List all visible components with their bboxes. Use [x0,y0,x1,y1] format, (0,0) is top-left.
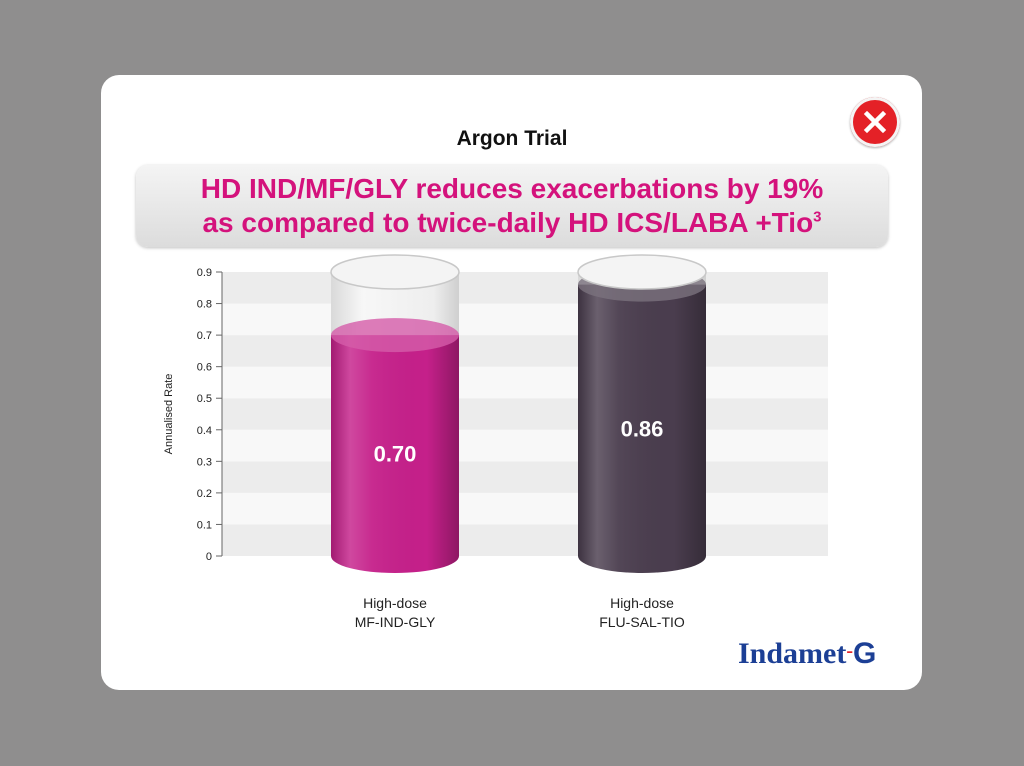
logo-suffix: G [853,637,877,670]
bar [330,254,460,573]
bar-value-label: 0.86 [621,416,664,441]
y-axis-title: Annualised Rate [163,374,175,455]
x-category-label: High-dose [363,595,427,611]
y-tick-label: 0.1 [197,519,212,531]
trial-title: Argon Trial [456,127,568,150]
y-tick-label: 0.4 [197,425,212,437]
grid-band [222,492,828,525]
grid-band [222,366,828,399]
y-tick-label: 0.2 [197,488,212,500]
y-tick-label: 0.3 [197,456,212,468]
x-category-label: MF-IND-GLY [355,614,436,630]
grid-band [222,461,828,493]
x-category-label: FLU-SAL-TIO [599,614,685,630]
grid-band [222,272,828,304]
close-icon [863,110,887,134]
headline-reference: 3 [813,208,822,226]
close-button[interactable] [850,97,900,147]
grid-band [222,429,828,462]
y-tick-label: 0.6 [197,362,212,374]
bar-shading [578,284,706,573]
brand-logo: Indamet-G [738,637,876,671]
bar [577,254,707,573]
headline-line-2-text: as compared to twice-daily HD ICS/LABA +… [202,207,814,238]
grid-band [222,524,828,556]
y-tick-label: 0.9 [197,267,212,279]
bar-shading [331,335,459,573]
y-tick-label: 0.5 [197,393,212,405]
bar-value-label: 0.70 [374,442,417,467]
bar-rim [330,254,460,290]
headline-line-1: HD IND/MF/GLY reduces exacerbations by 1… [200,173,824,204]
y-tick-label: 0 [206,551,212,563]
logo-dash: - [846,640,854,662]
headline-banner: HD IND/MF/GLY reduces exacerbations by 1… [136,165,888,247]
bar-top-highlight [331,318,459,353]
bar-rim [577,254,707,290]
grid-band [222,398,828,430]
headline-line-2: as compared to twice-daily HD ICS/LABA +… [136,207,888,239]
logo-name: Indamet [738,637,847,670]
bar-top [331,318,459,353]
y-tick-label: 0.7 [197,330,212,342]
x-category-label: High-dose [610,595,674,611]
grid-band [222,303,828,336]
y-tick-label: 0.8 [197,299,212,311]
grid-band [222,335,828,367]
